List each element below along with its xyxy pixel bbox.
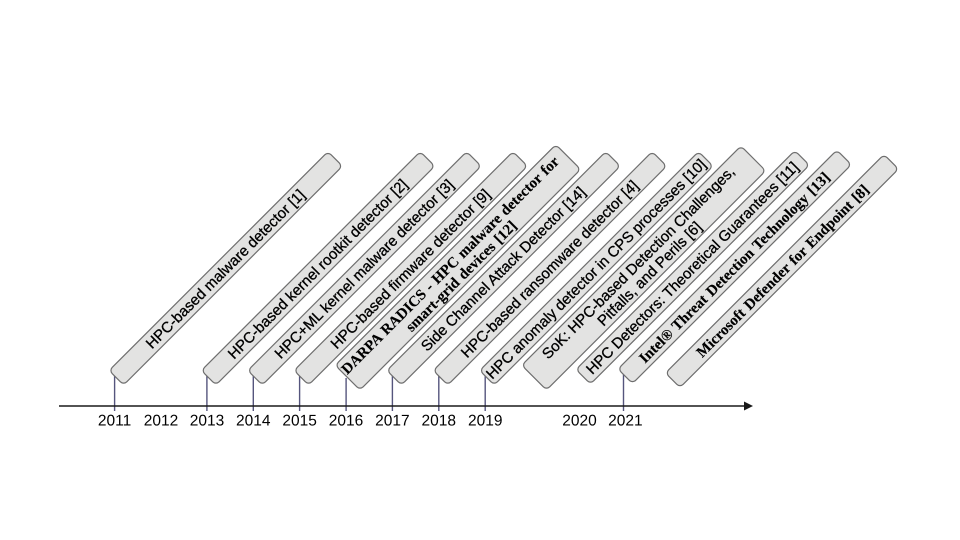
svg-text:2020: 2020 bbox=[562, 413, 597, 430]
svg-text:2011: 2011 bbox=[98, 413, 131, 430]
svg-text:2018: 2018 bbox=[422, 413, 456, 430]
svg-text:2014: 2014 bbox=[236, 413, 271, 430]
svg-text:2021: 2021 bbox=[608, 413, 642, 430]
svg-text:2019: 2019 bbox=[468, 413, 502, 430]
svg-text:2017: 2017 bbox=[375, 413, 409, 430]
svg-text:2013: 2013 bbox=[190, 413, 224, 430]
svg-text:2012: 2012 bbox=[144, 413, 178, 430]
svg-text:2016: 2016 bbox=[329, 413, 363, 430]
svg-text:2015: 2015 bbox=[282, 413, 316, 430]
